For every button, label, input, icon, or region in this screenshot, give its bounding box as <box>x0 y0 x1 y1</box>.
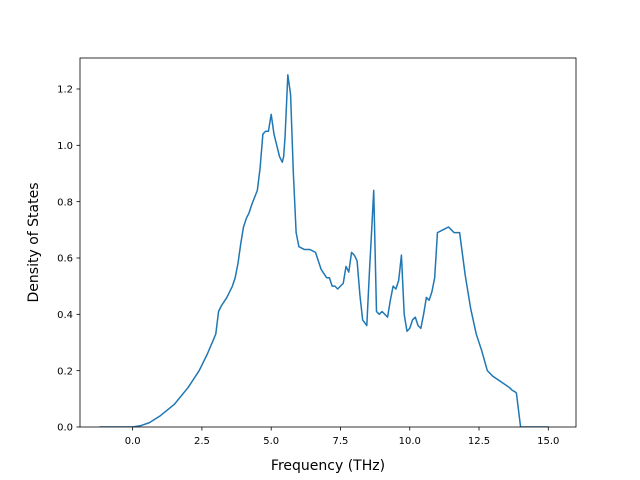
y-axis-label: Density of States <box>26 183 42 303</box>
y-tick-label: 0.8 <box>57 197 73 208</box>
x-tick-label: 15.0 <box>537 436 559 447</box>
x-tick-label: 5.0 <box>263 436 279 447</box>
x-tick-label: 12.5 <box>468 436 490 447</box>
y-tick-label: 0.2 <box>57 366 73 377</box>
x-tick-label: 7.5 <box>333 436 349 447</box>
axis-ticks: 0.0 2.5 5.0 7.5 10.0 12.5 15.0 0.0 0.2 0.4 0.6 0.8 1… <box>57 85 559 447</box>
x-axis-label: Frequency (THz) <box>271 458 385 474</box>
x-tick-label: 0.0 <box>125 436 141 447</box>
y-tick-label: 0.4 <box>57 310 73 321</box>
plot-area <box>99 74 549 427</box>
x-tick-label: 10.0 <box>399 436 421 447</box>
x-tick-label: 2.5 <box>194 436 210 447</box>
y-tick-label: 1.0 <box>57 141 73 152</box>
y-tick-label: 1.2 <box>57 85 73 96</box>
y-tick-label: 0.6 <box>57 254 73 265</box>
axes-frame <box>79 57 577 428</box>
dos-series-line <box>99 74 549 427</box>
y-tick-label: 0.0 <box>57 423 73 434</box>
